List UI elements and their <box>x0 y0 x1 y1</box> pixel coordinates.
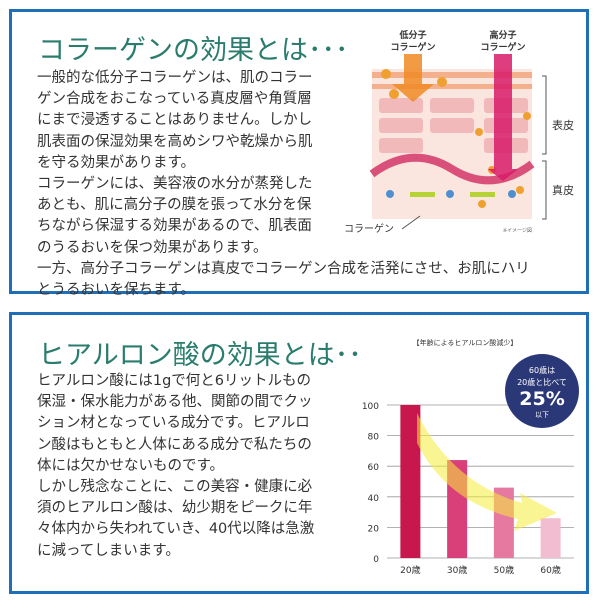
text-line: 須のヒアルロン酸は、幼少期をピークに年 <box>37 500 313 517</box>
text-line: 肌表面の保湿効果を高めシワや乾燥から肌 <box>37 133 313 150</box>
annotation-circle <box>505 354 579 428</box>
collagen-label: コラーゲン <box>344 223 394 235</box>
pointer-line <box>401 215 421 230</box>
high-label-2: コラーゲン <box>480 41 525 53</box>
x-tick-label: 30歳 <box>447 564 467 576</box>
annotation-line1: 60歳は <box>529 365 555 375</box>
collagen-description: 一般的な低分子コラーゲンは、肌のコラー ゲン合成をおこなっている真皮層や角質層 にま… <box>37 68 530 301</box>
high-label-1: 高分子 <box>489 29 516 41</box>
hyaluronic-description: ヒアルロン酸には1gで何と6リットルもの 保湿・保水能力がある他、関節の間でクッシ… <box>37 371 314 562</box>
annotation-line3: 以下 <box>535 411 549 419</box>
annotation-line2: 20歳と比べて <box>517 377 567 387</box>
text-line: あとも、肌に高分子の膜を張って水分を保 <box>37 197 312 214</box>
collagen-title: コラーゲンの効果とは･･･ <box>38 35 349 66</box>
bar <box>400 405 421 558</box>
y-tick-label: 100 <box>362 402 379 412</box>
skin-illustration: 低分子 コラーゲン 高分子 コラーゲン 表皮 真皮 コラーゲン ※イメージ図 <box>344 29 574 235</box>
bar <box>540 518 561 558</box>
text-line: に減ってしまいます。 <box>37 542 180 559</box>
text-line: 一方、高分子コラーゲンは真皮でコラーゲン合成を活発にさせ、お肌にハリ <box>37 260 530 277</box>
y-tick-label: 0 <box>373 555 379 565</box>
text-line: とうるおいを保ちます。 <box>37 282 196 299</box>
stratum-line <box>372 72 532 78</box>
x-tick-label: 20歳 <box>400 564 420 576</box>
dermis-fibers <box>386 190 516 198</box>
text-line: ション材となっている成分です。ヒアルロ <box>37 415 310 432</box>
decline-arrow-icon <box>417 413 557 531</box>
basement-membrane <box>369 153 535 185</box>
text-line: を守る効果があります。 <box>37 154 196 171</box>
text-line: 体には欠かせないものです。 <box>37 457 225 474</box>
high-molecular-arrow-icon <box>488 54 518 181</box>
dermis-label: 真皮 <box>552 183 574 197</box>
collagen-panel: コラーゲンの効果とは･･･ 一般的な低分子コラーゲンは、肌のコラー ゲン合成をおこ… <box>9 9 589 298</box>
text-line: コラーゲンには、美容液の水分が蒸発した <box>37 176 313 193</box>
text-line: ン酸はもともと人体にある成分で私たちの <box>37 436 312 453</box>
low-label-1: 低分子 <box>398 29 426 41</box>
text-line: のうるおいを保つ効果があります。 <box>37 239 268 256</box>
low-molecular-arrow-icon <box>392 54 434 102</box>
text-line: 々体内から失われていき、40代以降は急激 <box>37 521 315 538</box>
text-line: ヒアルロン酸には1gで何と6リットルもの <box>37 373 312 389</box>
x-tick-label: 50歳 <box>494 564 514 576</box>
image-note: ※イメージ図 <box>503 228 532 234</box>
text-line: ゲン合成をおこなっている真皮層や角質層 <box>37 91 312 108</box>
hyaluronic-panel: ヒアルロン酸の効果とは･･ ヒアルロン酸には1gで何と6リットルもの 保湿・保水能… <box>9 312 589 594</box>
chart-title: 【年齢によるヒアルロン酸減少】 <box>413 338 518 347</box>
annotation-value: 25% <box>519 388 564 410</box>
hyaluronic-chart: 【年齢によるヒアルロン酸減少】 0 20 40 60 80 100 20歳 30歳 50歳 60歳… <box>362 338 579 576</box>
y-tick-label: 60 <box>368 463 380 473</box>
text-line: にまで浸透することはありません。しかし <box>37 112 313 129</box>
stratum-line <box>372 84 532 89</box>
y-tick-label: 20 <box>368 524 380 534</box>
epidermis-label: 表皮 <box>552 118 574 132</box>
text-line: 一般的な低分子コラーゲンは、肌のコラー <box>37 70 313 86</box>
hyaluronic-title: ヒアルロン酸の効果とは･･ <box>38 340 362 371</box>
text-line: しかし残念なことに、この美容・健康に必 <box>37 479 313 496</box>
text-line: 保湿・保水能力がある他、関節の間でクッ <box>37 394 313 411</box>
y-tick-label: 40 <box>368 494 380 504</box>
text-line: ちながら保湿する効果があるので、肌表面 <box>37 218 312 235</box>
low-label-2: コラーゲン <box>390 41 435 53</box>
y-tick-label: 80 <box>368 433 380 443</box>
x-tick-label: 60歳 <box>540 564 560 576</box>
layer-brackets <box>542 75 547 220</box>
